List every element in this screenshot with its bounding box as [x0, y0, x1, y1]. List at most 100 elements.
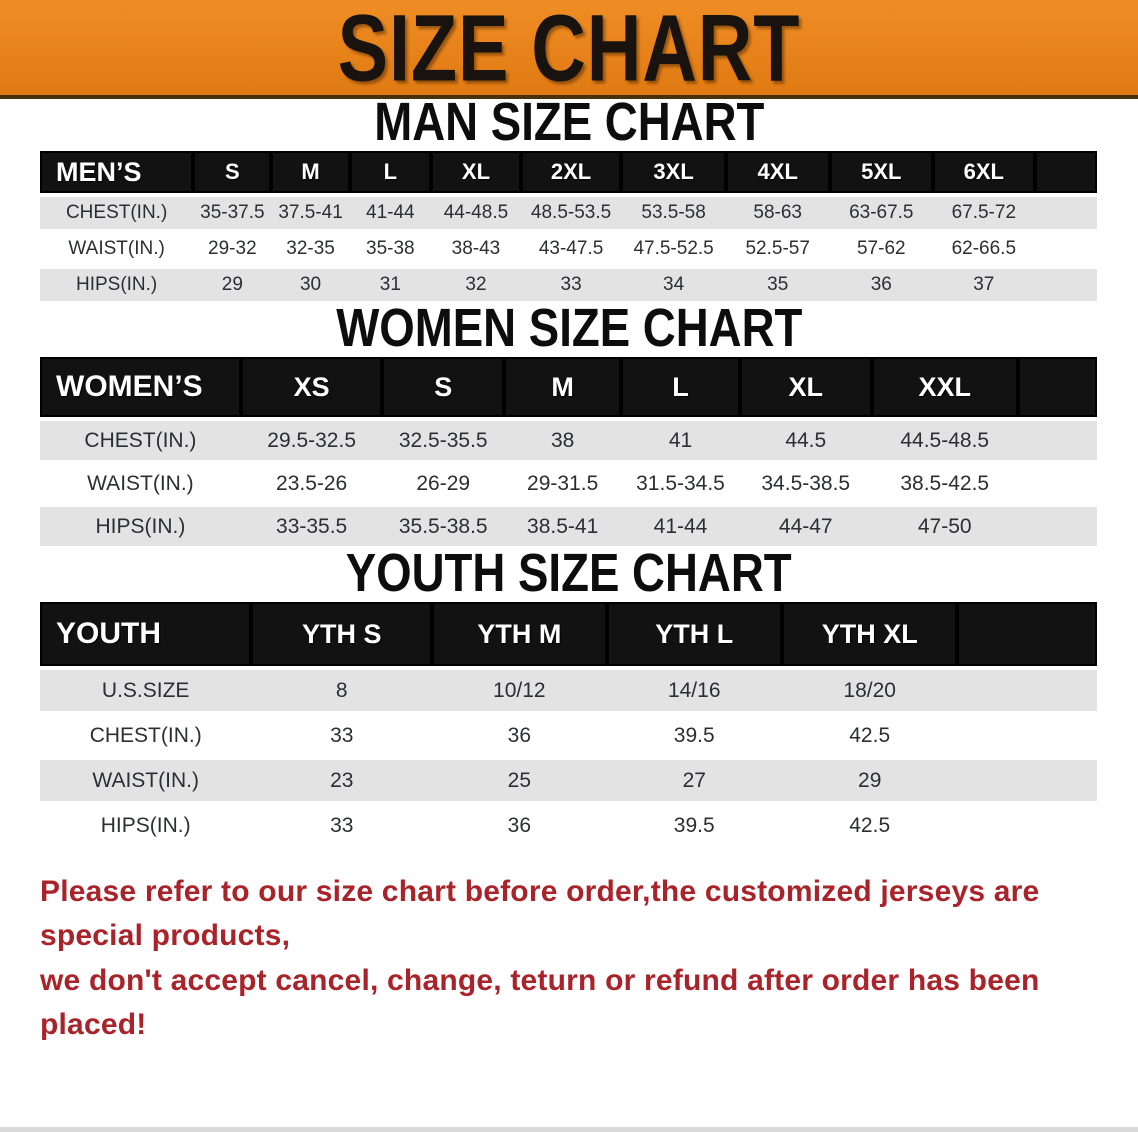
- filler-cell: [957, 760, 1097, 801]
- value-cell: 67.5-72: [933, 197, 1035, 229]
- size-header-cell: XL: [739, 357, 872, 417]
- size-header-cell: XXL: [871, 357, 1018, 417]
- filler-cell: [957, 805, 1097, 846]
- size-header-cell: YTH M: [432, 602, 607, 666]
- value-cell: 32.5-35.5: [382, 421, 504, 460]
- value-cell: 42.5: [781, 805, 958, 846]
- row-label-cell: CHEST(IN.): [40, 715, 252, 756]
- banner: SIZE CHART: [0, 0, 1138, 99]
- size-header-cell: S: [382, 357, 504, 417]
- value-cell: 41: [621, 421, 740, 460]
- table-title-cell: YOUTH: [40, 602, 252, 666]
- value-cell: 27: [606, 760, 782, 801]
- value-cell: 41-44: [621, 507, 740, 546]
- value-cell: 29-31.5: [504, 464, 622, 503]
- value-cell: 35-37.5: [193, 197, 272, 229]
- youth-size-table: YOUTH YTH S YTH M YTH L YTH XL U.S.SIZE 8 10/12…: [40, 598, 1097, 850]
- row-label-cell: HIPS(IN.): [40, 269, 194, 301]
- size-header-cell: L: [621, 357, 740, 417]
- youth-chart-heading-text: YOUTH SIZE CHART: [346, 543, 792, 604]
- value-cell: 44-48.5: [431, 197, 521, 229]
- value-cell: 23.5-26: [240, 464, 383, 503]
- value-cell: 48.5-53.5: [520, 197, 622, 229]
- row-label-cell: CHEST(IN.): [40, 421, 241, 460]
- filler-cell: [1034, 233, 1097, 265]
- men-chart-heading: MAN SIZE CHART: [0, 92, 1138, 153]
- size-header-cell: L: [349, 151, 432, 193]
- value-cell: 38.5-42.5: [871, 464, 1018, 503]
- value-cell: 41-44: [349, 197, 432, 229]
- value-cell: 10/12: [432, 670, 607, 711]
- value-cell: 34.5-38.5: [739, 464, 872, 503]
- size-header-cell: M: [271, 151, 350, 193]
- row-label-cell: HIPS(IN.): [40, 507, 241, 546]
- youth-chart-heading: YOUTH SIZE CHART: [0, 543, 1138, 604]
- filler-cell: [1034, 269, 1097, 301]
- size-header-cell: XS: [240, 357, 383, 417]
- value-cell: 38: [504, 421, 622, 460]
- filler-cell: [1034, 151, 1097, 193]
- value-cell: 47.5-52.5: [621, 233, 726, 265]
- size-header-cell: 5XL: [829, 151, 934, 193]
- size-header-cell: 4XL: [725, 151, 830, 193]
- men-size-table: MEN’S S M L XL 2XL 3XL 4XL 5XL 6XL CHEST(IN.) 35-37…: [40, 147, 1097, 305]
- women-size-table: WOMEN’S XS S M L XL XXL CHEST(IN.) 29.5-32.5 32.5…: [40, 353, 1097, 550]
- filler-cell: [1017, 507, 1097, 546]
- table-title-cell: WOMEN’S: [40, 357, 241, 417]
- value-cell: 29: [781, 760, 958, 801]
- value-cell: 33: [520, 269, 622, 301]
- value-cell: 29: [193, 269, 272, 301]
- value-cell: 38.5-41: [504, 507, 622, 546]
- value-cell: 36: [432, 715, 607, 756]
- measurement-row: HIPS(IN.) 33-35.5 35.5-38.5 38.5-41 41-44 44-…: [40, 507, 1097, 546]
- value-cell: 44.5-48.5: [871, 421, 1018, 460]
- size-header-row: YOUTH YTH S YTH M YTH L YTH XL: [40, 602, 1097, 666]
- value-cell: 43-47.5: [520, 233, 622, 265]
- measurement-row: WAIST(IN.) 29-32 32-35 35-38 38-43 43-47.5 47.…: [40, 233, 1097, 265]
- value-cell: 62-66.5: [933, 233, 1035, 265]
- measurement-row: HIPS(IN.) 33 36 39.5 42.5: [40, 805, 1097, 846]
- filler-cell: [1017, 421, 1097, 460]
- size-header-cell: S: [193, 151, 272, 193]
- size-header-cell: YTH L: [606, 602, 782, 666]
- row-label-cell: WAIST(IN.): [40, 233, 194, 265]
- size-header-cell: YTH S: [251, 602, 433, 666]
- row-label-cell: WAIST(IN.): [40, 760, 252, 801]
- disclaimer: Please refer to our size chart before or…: [40, 870, 1108, 1048]
- women-chart-heading-text: WOMEN SIZE CHART: [335, 298, 803, 359]
- row-label-cell: U.S.SIZE: [40, 670, 252, 711]
- value-cell: 32: [431, 269, 521, 301]
- value-cell: 8: [251, 670, 433, 711]
- size-header-row: WOMEN’S XS S M L XL XXL: [40, 357, 1097, 417]
- measurement-row: WAIST(IN.) 23.5-26 26-29 29-31.5 31.5-34.5 34…: [40, 464, 1097, 503]
- banner-title: SIZE CHART: [337, 0, 801, 101]
- value-cell: 18/20: [781, 670, 958, 711]
- value-cell: 52.5-57: [725, 233, 830, 265]
- size-header-cell: 6XL: [933, 151, 1035, 193]
- value-cell: 26-29: [382, 464, 504, 503]
- measurement-row: CHEST(IN.) 29.5-32.5 32.5-35.5 38 41 44.5 44.5…: [40, 421, 1097, 460]
- table-title-cell: MEN’S: [40, 151, 194, 193]
- value-cell: 31.5-34.5: [621, 464, 740, 503]
- men-chart-heading-text: MAN SIZE CHART: [373, 92, 765, 153]
- value-cell: 14/16: [606, 670, 782, 711]
- filler-cell: [1017, 357, 1097, 417]
- value-cell: 63-67.5: [829, 197, 934, 229]
- bottom-edge-strip: [0, 1127, 1138, 1132]
- value-cell: 30: [271, 269, 350, 301]
- value-cell: 34: [621, 269, 726, 301]
- size-header-cell: YTH XL: [781, 602, 958, 666]
- size-header-cell: 3XL: [621, 151, 726, 193]
- value-cell: 57-62: [829, 233, 934, 265]
- row-label-cell: HIPS(IN.): [40, 805, 252, 846]
- filler-cell: [1034, 197, 1097, 229]
- measurement-row: HIPS(IN.) 29 30 31 32 33 34 35 36 37: [40, 269, 1097, 301]
- value-cell: 29-32: [193, 233, 272, 265]
- value-cell: 33-35.5: [240, 507, 383, 546]
- value-cell: 37: [933, 269, 1035, 301]
- value-cell: 38-43: [431, 233, 521, 265]
- value-cell: 39.5: [606, 715, 782, 756]
- value-cell: 33: [251, 715, 433, 756]
- measurement-row: U.S.SIZE 8 10/12 14/16 18/20: [40, 670, 1097, 711]
